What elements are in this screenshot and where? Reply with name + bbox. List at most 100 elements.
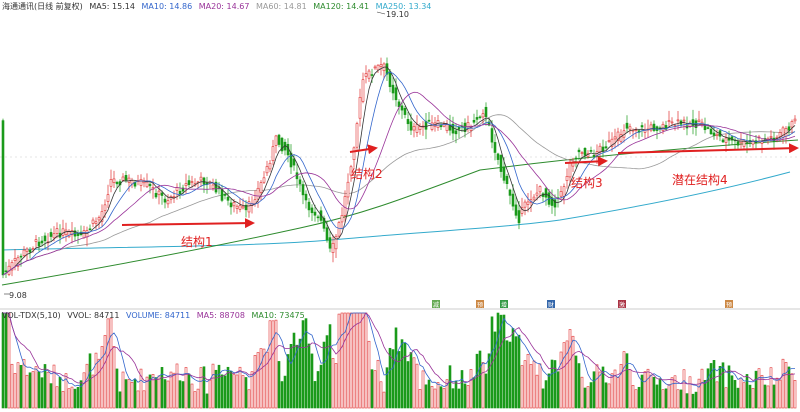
volume-bar <box>580 376 584 409</box>
volume-bar <box>433 388 437 409</box>
legend-vvol: VVOL: 84711 <box>67 311 119 320</box>
short-ma-lines <box>2 66 796 276</box>
volume-bar <box>745 374 749 409</box>
volume-bar <box>163 379 167 409</box>
volume-bar <box>607 383 611 409</box>
volume-bar <box>784 362 788 409</box>
volume-bar <box>307 343 311 409</box>
volume-bar <box>523 360 527 409</box>
volume-bar <box>421 370 425 409</box>
volume-bar <box>145 376 149 409</box>
volume-bar <box>322 341 326 409</box>
volume-bar <box>457 388 461 409</box>
volume-bar <box>199 367 203 409</box>
candle-body <box>367 70 371 79</box>
volume-bar <box>769 367 773 409</box>
volume-bar <box>178 380 182 409</box>
volume-bar <box>358 312 362 409</box>
volume-bar <box>16 362 20 409</box>
volume-bar <box>439 386 443 409</box>
volume-bar <box>592 371 596 409</box>
volume-bar <box>448 365 452 409</box>
candle-body <box>280 137 284 152</box>
candle-body <box>52 233 56 239</box>
volume-bar <box>238 366 242 409</box>
volume-bar <box>760 375 764 409</box>
volume-bar <box>271 320 275 409</box>
candle-body <box>475 117 479 120</box>
candle-body <box>715 133 719 136</box>
candle-body <box>742 140 746 147</box>
volume-bar <box>136 390 140 409</box>
volume-bar <box>460 370 464 409</box>
volume-bar <box>703 380 707 409</box>
volume-bar <box>187 373 191 409</box>
candle-body <box>91 219 95 224</box>
event-marker-6[interactable]: 预 <box>725 300 733 309</box>
candle-body <box>724 137 728 143</box>
candle-body <box>343 196 347 216</box>
candle-body <box>442 123 446 127</box>
event-marker-1[interactable]: 减 <box>432 300 440 309</box>
candle-body <box>610 138 614 147</box>
legend-ma5: MA5: 15.14 <box>89 2 135 11</box>
volume-legend: VOL-TDX(5,10) VVOL: 84711 VOLUME: 84711 … <box>2 311 305 320</box>
candle-body <box>322 217 326 229</box>
ma60-line <box>2 114 796 276</box>
volume-bar <box>343 312 347 409</box>
volume-bar <box>286 354 290 409</box>
volume-bar <box>253 355 257 409</box>
ma60-path <box>2 114 796 276</box>
candle-body <box>394 87 398 101</box>
volume-bar <box>511 328 515 409</box>
candle-body <box>616 131 620 141</box>
volume-bar <box>538 363 542 409</box>
legend-vol-ma5: MA5: 88708 <box>197 311 245 320</box>
candle-body <box>364 73 368 77</box>
candle-body <box>22 249 26 256</box>
volume-bar <box>766 385 770 409</box>
volume-bar <box>283 375 287 409</box>
volume-bar <box>568 329 572 409</box>
candle-body <box>472 119 476 123</box>
candle-body <box>28 249 32 253</box>
svg-text:预: 预 <box>726 301 732 309</box>
volume-bar <box>751 388 755 409</box>
candle-body <box>361 79 365 102</box>
volume-bar <box>40 377 44 409</box>
event-marker-2[interactable]: 预 <box>476 300 484 309</box>
candle-body <box>634 129 638 131</box>
candle-body <box>517 210 521 224</box>
volume-bar <box>262 348 266 409</box>
event-marker-4[interactable]: 财 <box>547 300 555 309</box>
candle-body <box>106 194 110 202</box>
volume-bar <box>127 379 131 409</box>
candle-body <box>61 228 65 236</box>
candle-body <box>43 235 47 242</box>
candle-body <box>25 248 29 252</box>
candle-body <box>55 228 59 234</box>
volume-bar <box>232 374 236 409</box>
volume-bar <box>616 377 620 409</box>
volume-bar <box>91 374 95 409</box>
volume-bar <box>7 312 11 409</box>
candle-body <box>370 74 374 76</box>
event-marker-3[interactable]: 增 <box>500 300 508 309</box>
candle-body <box>628 126 632 130</box>
candle-body <box>274 135 278 146</box>
candle-body <box>418 126 422 130</box>
candle-body <box>154 192 158 198</box>
structure4-arrow <box>617 143 799 154</box>
candle-body <box>295 172 299 180</box>
candle-body <box>259 182 263 193</box>
volume-bar <box>67 388 71 409</box>
candle-body <box>745 142 749 145</box>
event-marker-5[interactable]: 激 <box>618 300 626 309</box>
candle-body <box>304 193 308 201</box>
volume-ma5-line <box>3 312 795 388</box>
volume-bar <box>61 391 65 409</box>
volume-bar <box>274 319 278 409</box>
candle-body <box>652 123 656 131</box>
volume-bar <box>469 369 473 409</box>
candle-body <box>760 141 764 144</box>
